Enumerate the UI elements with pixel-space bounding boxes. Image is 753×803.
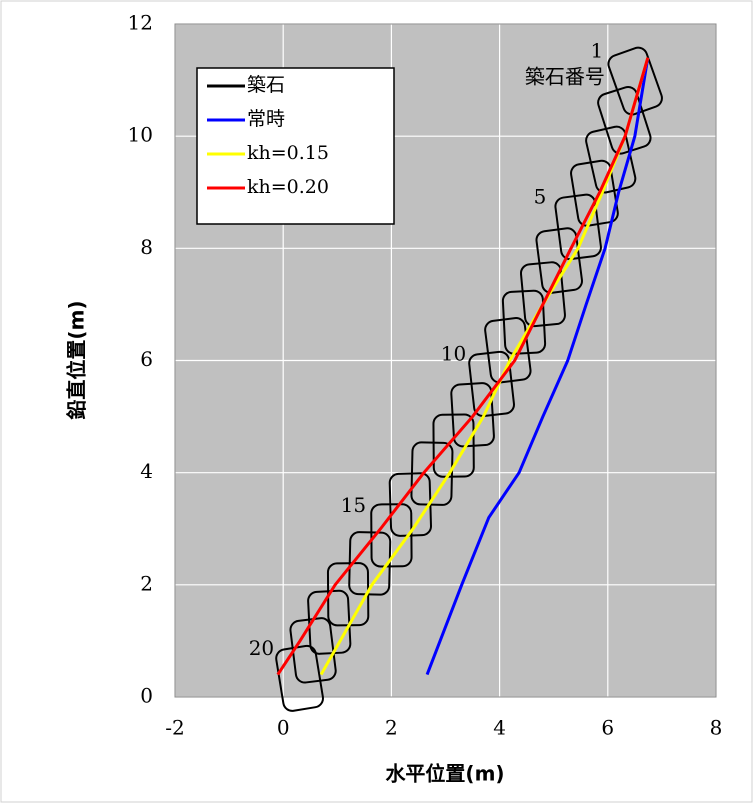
plot-border: [174, 23, 717, 698]
series-line: [319, 57, 650, 676]
y-tick-label: 12: [128, 11, 153, 35]
y-tick-label: 8: [140, 235, 153, 259]
stone: [468, 350, 515, 418]
stone-label: 15: [341, 493, 366, 517]
stone-label: 1: [590, 39, 603, 63]
stone: [597, 85, 652, 155]
stone: [370, 503, 413, 568]
x-tick-label: -2: [165, 716, 184, 740]
stone: [501, 289, 547, 355]
x-tick-label: 0: [277, 716, 290, 740]
stone: [607, 46, 663, 116]
legend-label: kh=0.15: [247, 142, 329, 164]
x-axis-label: 水平位置(m): [385, 762, 504, 786]
stone-label: 20: [249, 636, 274, 660]
annotation: 築石番号: [525, 65, 605, 89]
y-axis-label: 鉛直位置(m): [65, 300, 89, 419]
y-tick-label: 0: [140, 684, 153, 708]
stone-label: 10: [441, 341, 466, 365]
y-tick-label: 2: [140, 571, 153, 595]
series-line: [425, 57, 650, 676]
legend-label: 築石: [247, 74, 285, 96]
stone: [432, 413, 475, 478]
series-line: [276, 57, 650, 676]
legend-box: [196, 67, 395, 225]
stone: [519, 261, 566, 328]
legend-label: 常時: [247, 108, 285, 130]
y-tick-label: 10: [128, 123, 153, 147]
legend-label: kh=0.20: [247, 176, 329, 198]
x-tick-label: 4: [493, 716, 506, 740]
stone-label: 5: [534, 184, 547, 208]
x-tick-label: 6: [601, 716, 614, 740]
x-tick-label: 8: [710, 716, 723, 740]
y-tick-label: 4: [140, 459, 153, 483]
y-tick-label: 6: [140, 347, 153, 371]
x-tick-label: 2: [385, 716, 398, 740]
